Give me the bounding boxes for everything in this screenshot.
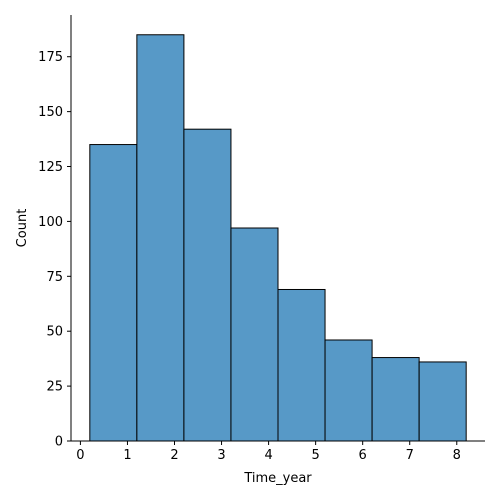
histogram-bar-8: [418, 361, 467, 442]
y-tick-label: 175: [38, 50, 63, 65]
x-tick-label: 2: [170, 448, 178, 463]
y-tick-label: 150: [38, 105, 63, 120]
x-axis-title: Time_year: [243, 471, 312, 486]
histogram-bar-3: [183, 128, 232, 442]
y-tick-label: 75: [46, 270, 63, 285]
x-tick-label: 8: [453, 448, 461, 463]
histogram-bar-7: [371, 357, 420, 442]
x-axis-ticks: 0 1 2 3 4 5 6 7 8: [76, 441, 461, 463]
y-axis-ticks: 0 25 50 75 100 125 150 175: [38, 50, 71, 450]
x-tick-label: 6: [359, 448, 367, 463]
histogram-bar-2: [136, 34, 185, 442]
x-tick-label: 1: [123, 448, 131, 463]
histogram-bar-1: [89, 144, 138, 442]
x-tick-label: 4: [264, 448, 272, 463]
y-tick-label: 0: [55, 435, 63, 450]
histogram-bar-5: [277, 288, 326, 442]
histogram-bar-4: [230, 227, 279, 442]
x-tick-label: 0: [76, 448, 84, 463]
x-tick-label: 5: [311, 448, 319, 463]
x-tick-label: 7: [406, 448, 414, 463]
y-axis-title: Count: [15, 209, 30, 248]
histogram-bar-6: [324, 339, 373, 442]
bars-group: [89, 34, 467, 442]
y-tick-label: 125: [38, 160, 63, 175]
y-tick-label: 100: [38, 215, 63, 230]
x-tick-label: 3: [217, 448, 225, 463]
y-tick-label: 25: [46, 380, 63, 395]
y-tick-label: 50: [46, 325, 63, 340]
